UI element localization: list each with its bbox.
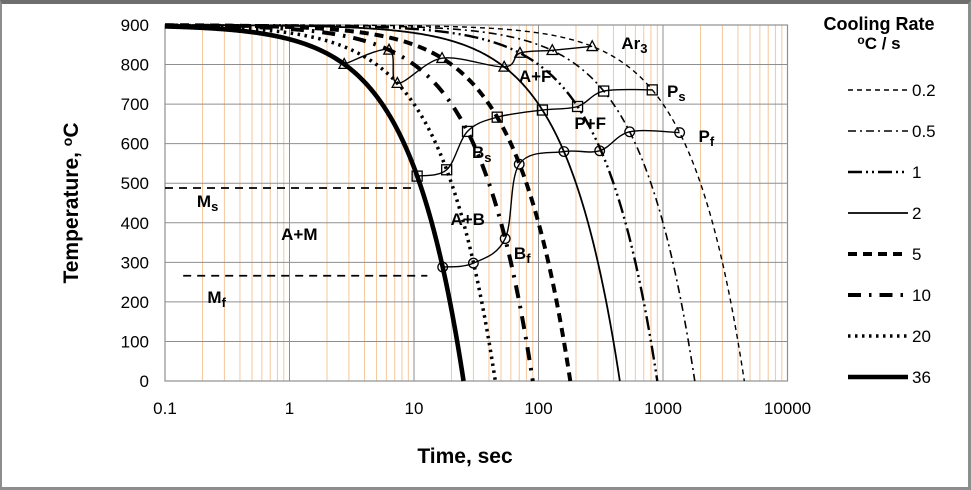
legend-label-1: 1 xyxy=(912,163,921,182)
Mf-label: Mf xyxy=(207,288,226,310)
axis-ticks: 0.1 1 10 100 1000 10000 0 100 200 300 400 500 600 700… xyxy=(121,16,812,418)
transformation-markers xyxy=(337,39,686,273)
cooling-curve-5 xyxy=(165,23,573,382)
legend-title: Cooling Rate xyxy=(824,14,935,34)
circle-marker xyxy=(513,158,525,170)
y-tick-900: 900 xyxy=(121,16,149,35)
y-tick-0: 0 xyxy=(140,372,149,391)
x-tick-10: 10 xyxy=(405,399,424,418)
y-tick-600: 600 xyxy=(121,135,149,154)
legend-label-5: 5 xyxy=(912,245,921,264)
circle-marker xyxy=(674,127,686,139)
triangle-marker xyxy=(513,46,527,58)
legend-label-0.5: 0.5 xyxy=(912,122,936,141)
y-tick-500: 500 xyxy=(121,174,149,193)
cooling-curve-0.5 xyxy=(165,24,696,382)
x-tick-100: 100 xyxy=(524,399,552,418)
Pf-pearlite-bainite-finish-line xyxy=(442,129,680,268)
square-marker xyxy=(491,111,503,123)
x-tick-1000: 1000 xyxy=(644,399,682,418)
A+M-label: A+M xyxy=(281,225,317,244)
y-tick-100: 100 xyxy=(121,332,149,351)
circle-marker xyxy=(558,146,570,158)
cooling-curve-10 xyxy=(165,23,535,382)
P+F-label: P+F xyxy=(574,114,606,133)
triangle-marker xyxy=(337,57,351,70)
legend-label-10: 10 xyxy=(912,286,931,305)
y-tick-800: 800 xyxy=(121,56,149,75)
circle-marker xyxy=(499,233,511,245)
square-marker xyxy=(571,100,584,113)
Pf-label: Pf xyxy=(699,127,715,149)
square-marker xyxy=(461,125,474,138)
Bf-label: Bf xyxy=(514,244,531,266)
x-tick-1: 1 xyxy=(285,399,294,418)
triangle-marker xyxy=(545,43,559,56)
triangle-marker xyxy=(391,76,404,88)
plot-border xyxy=(164,24,789,382)
x-tick-10000: 10000 xyxy=(764,399,811,418)
legend-label-36: 36 xyxy=(912,368,931,387)
x-axis-title: Time, sec xyxy=(417,445,513,468)
cooling-curve-36 xyxy=(164,24,466,382)
A+F-label: A+F xyxy=(519,67,552,86)
legend-label-2: 2 xyxy=(912,204,921,223)
y-axis-title: Temperature, oC xyxy=(59,122,83,283)
square-marker xyxy=(441,164,453,176)
triangle-marker xyxy=(382,42,396,55)
circle-marker xyxy=(594,145,606,157)
legend-label-0.2: 0.2 xyxy=(912,81,936,100)
Ps-pearlite-bainite-start-line xyxy=(417,88,653,177)
circle-marker xyxy=(624,126,636,138)
y-tick-200: 200 xyxy=(121,293,149,312)
x-tick-0.1: 0.1 xyxy=(153,399,177,418)
y-tick-400: 400 xyxy=(121,214,149,233)
legend-label-20: 20 xyxy=(912,327,931,346)
cooling-curve-1 xyxy=(165,23,659,382)
triangle-marker xyxy=(585,39,599,52)
square-marker xyxy=(598,85,610,97)
square-marker xyxy=(646,84,658,96)
circle-marker xyxy=(437,261,449,273)
Ms-label: Ms xyxy=(197,192,218,214)
Ps-label: Ps xyxy=(667,82,686,104)
square-marker xyxy=(411,170,423,182)
square-marker xyxy=(536,104,549,116)
triangle-marker xyxy=(435,51,449,64)
y-tick-700: 700 xyxy=(121,95,149,114)
triangle-marker xyxy=(497,59,511,72)
circle-marker xyxy=(467,257,479,269)
y-tick-300: 300 xyxy=(121,253,149,272)
legend-title-units: oC / s xyxy=(857,33,900,53)
cooling-curve-20 xyxy=(164,24,498,382)
gridlines xyxy=(164,24,788,382)
A+B-label: A+B xyxy=(450,210,484,229)
